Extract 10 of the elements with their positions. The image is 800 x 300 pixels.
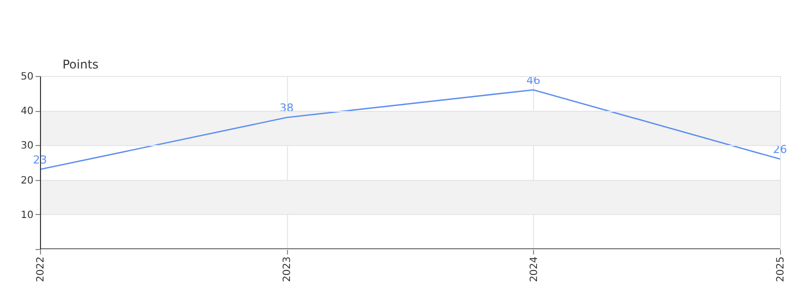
y-tick-label: 50 bbox=[20, 72, 34, 82]
y-tick-label: 40 bbox=[20, 106, 34, 118]
x-tick-label: 2024 bbox=[528, 256, 540, 282]
x-tick-label: 2025 bbox=[776, 256, 786, 282]
y-axis-title: Points bbox=[62, 58, 99, 72]
x-tick-label: 2022 bbox=[36, 256, 46, 282]
x-tick-label: 2023 bbox=[282, 256, 294, 282]
y-tick-label: 30 bbox=[20, 140, 34, 152]
y-tick-label: 10 bbox=[20, 210, 34, 221]
y-tick-label: 20 bbox=[20, 175, 34, 186]
